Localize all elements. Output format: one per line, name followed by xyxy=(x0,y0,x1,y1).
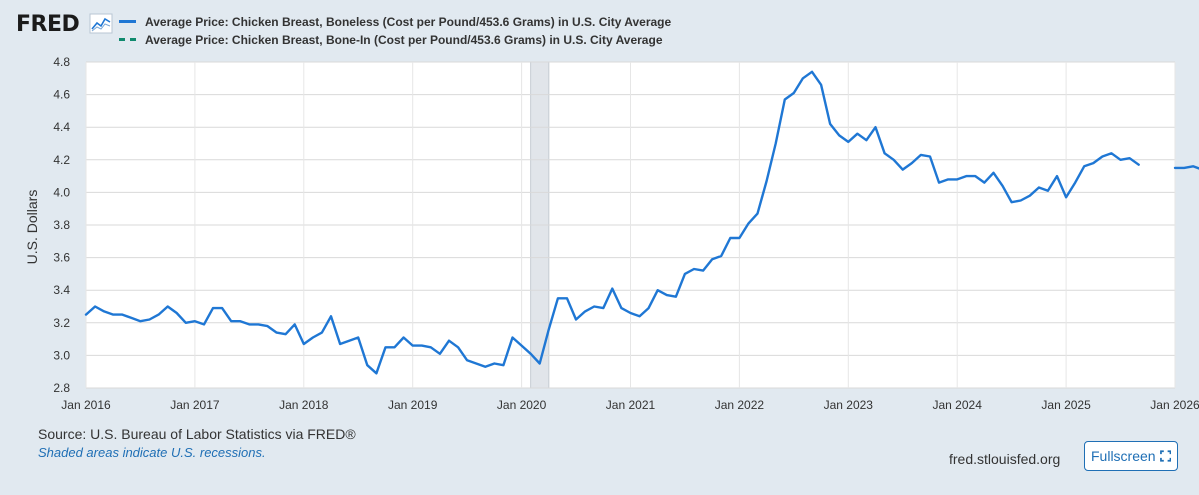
series-line-boneless xyxy=(1173,165,1199,170)
x-tick-label: Jan 2020 xyxy=(497,398,547,412)
fred-logo[interactable]: FRED xyxy=(16,12,80,37)
y-tick-label: 4.6 xyxy=(53,88,70,102)
line-chart-icon xyxy=(89,13,113,34)
y-tick-label: 3.4 xyxy=(53,283,70,297)
y-tick-label: 3.8 xyxy=(53,218,70,232)
series-line-boneless xyxy=(84,70,1140,375)
expand-icon xyxy=(1159,450,1171,462)
legend-label-boneless: Average Price: Chicken Breast, Boneless … xyxy=(145,15,672,29)
x-tick-label: Jan 2019 xyxy=(388,398,438,412)
legend: Average Price: Chicken Breast, Boneless … xyxy=(119,15,672,47)
x-tick-label: Jan 2025 xyxy=(1041,398,1091,412)
x-tick-label: Jan 2021 xyxy=(606,398,656,412)
y-tick-label: 2.8 xyxy=(53,381,70,395)
x-tick-label: Jan 2023 xyxy=(824,398,874,412)
source-text: Source: U.S. Bureau of Labor Statistics … xyxy=(38,426,356,442)
y-tick-label: 3.6 xyxy=(53,251,70,265)
x-tick-label: Jan 2016 xyxy=(61,398,111,412)
x-tick-label: Jan 2024 xyxy=(933,398,983,412)
recession-note: Shaded areas indicate U.S. recessions. xyxy=(38,445,266,460)
y-tick-label: 3.2 xyxy=(53,316,70,330)
x-tick-label: Jan 2018 xyxy=(279,398,329,412)
fullscreen-button[interactable]: Fullscreen xyxy=(1084,441,1178,471)
y-tick-label: 4.2 xyxy=(53,153,70,167)
y-axis-title: U.S. Dollars xyxy=(24,190,40,265)
y-tick-label: 3.0 xyxy=(53,348,70,362)
y-tick-label: 4.4 xyxy=(53,120,70,134)
site-link[interactable]: fred.stlouisfed.org xyxy=(949,451,1061,467)
x-tick-label: Jan 2022 xyxy=(715,398,765,412)
y-tick-label: 4.8 xyxy=(53,55,70,69)
x-tick-label: Jan 2026 xyxy=(1150,398,1199,412)
x-tick-label: Jan 2017 xyxy=(170,398,220,412)
fullscreen-label: Fullscreen xyxy=(1091,448,1156,464)
y-tick-label: 4.0 xyxy=(53,185,70,199)
legend-label-bone-in: Average Price: Chicken Breast, Bone-In (… xyxy=(145,33,663,47)
